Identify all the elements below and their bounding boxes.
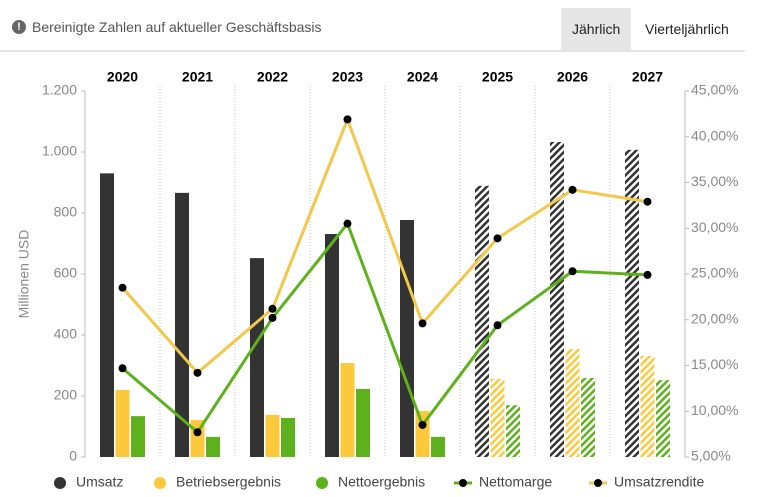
legend-label: Betriebsergebnis: [176, 474, 281, 490]
bar: [131, 416, 145, 457]
category-label: 2020: [107, 69, 138, 85]
bar: [281, 417, 295, 457]
y2-tick-label: 10,00%: [691, 402, 738, 418]
line-point: [418, 420, 427, 429]
y2-tick-label: 35,00%: [691, 173, 738, 189]
line-point: [118, 364, 127, 373]
bar: [265, 414, 280, 457]
bar: [625, 149, 639, 458]
y-tick-label: 800: [54, 204, 78, 220]
y2-tick-label: 5,00%: [691, 448, 731, 464]
bar: [206, 436, 220, 457]
legend-marker: [54, 477, 66, 489]
bar: [565, 349, 580, 457]
line-point: [643, 270, 652, 279]
tab-active[interactable]: Jährlich: [561, 8, 632, 50]
category-label: 2021: [182, 69, 213, 85]
line-point: [193, 428, 202, 437]
y2-tick-label: 30,00%: [691, 219, 738, 235]
category-label: 2022: [257, 69, 288, 85]
bar: [115, 389, 130, 457]
bar: [100, 173, 114, 457]
legend-dot: [594, 479, 602, 487]
bar: [490, 378, 505, 457]
y2-tick-label: 45,00%: [691, 82, 738, 98]
bar: [506, 405, 520, 457]
legend-marker: [316, 477, 328, 489]
legend-marker: [154, 477, 166, 489]
bar: [400, 220, 414, 457]
category-label: 2026: [557, 69, 588, 85]
line: [121, 222, 648, 434]
bar: [250, 258, 264, 457]
legend-label: Nettoergebnis: [338, 474, 425, 490]
bar: [581, 378, 595, 457]
legend-dot: [459, 479, 467, 487]
y2-tick-label: 15,00%: [691, 356, 738, 372]
y2-tick-label: 40,00%: [691, 127, 738, 143]
y-tick-label: 1.000: [42, 143, 77, 159]
bar: [325, 234, 339, 457]
tab[interactable]: Vierteljährlich: [645, 21, 729, 37]
legend-label: Nettomarge: [479, 474, 552, 490]
line-point: [268, 313, 277, 322]
bar: [475, 185, 489, 458]
bar: [640, 356, 655, 457]
line-point: [193, 368, 202, 377]
line-point: [118, 283, 127, 292]
info-icon: !: [12, 20, 26, 34]
category-label: 2027: [632, 69, 663, 85]
line-point: [343, 115, 352, 124]
line-point: [268, 304, 277, 313]
note-text: Bereinigte Zahlen auf aktueller Geschäft…: [32, 19, 322, 35]
y-tick-label: 200: [54, 387, 78, 403]
category-label: 2023: [332, 69, 363, 85]
line-point: [343, 219, 352, 228]
category-label: 2025: [482, 69, 513, 85]
line-point: [493, 234, 502, 243]
bar: [175, 192, 189, 457]
line: [121, 117, 648, 375]
line-point: [643, 197, 652, 206]
category-label: 2024: [407, 69, 438, 85]
line-point: [568, 185, 577, 194]
legend-label: Umsatzrendite: [614, 474, 704, 490]
y-tick-label: 0: [69, 448, 77, 464]
y-tick-label: 400: [54, 326, 78, 342]
line-point: [568, 267, 577, 276]
bar: [550, 141, 564, 457]
top-bar: ! Bereinigte Zahlen auf aktueller Geschäf…: [0, 0, 745, 52]
bar: [340, 363, 355, 457]
line-point: [493, 321, 502, 330]
bar: [356, 388, 370, 457]
bar: [656, 380, 670, 457]
line-point: [418, 319, 427, 328]
y-tick-label: 1.200: [42, 82, 77, 98]
legend-label: Umsatz: [76, 474, 123, 490]
bar: [431, 436, 445, 457]
note: ! Bereinigte Zahlen auf aktueller Geschäf…: [12, 19, 322, 35]
y2-tick-label: 25,00%: [691, 265, 738, 281]
y-axis-title: Millionen USD: [16, 230, 32, 319]
y2-tick-label: 20,00%: [691, 310, 738, 326]
y-tick-label: 600: [54, 265, 78, 281]
